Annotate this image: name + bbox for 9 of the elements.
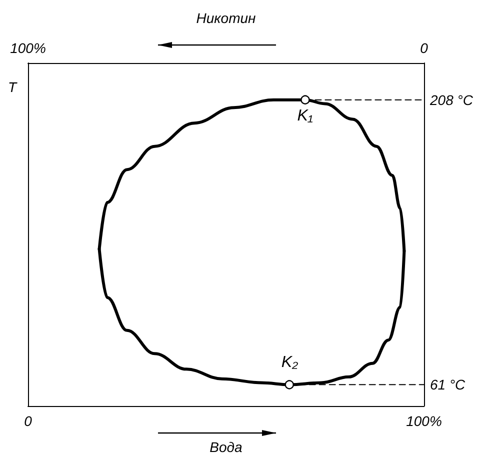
annotation: K₂ [281, 354, 298, 372]
x2-axis-title: Никотин [196, 10, 256, 26]
y-axis-title: T [8, 79, 18, 95]
y-tick-label: 208 °C [429, 92, 474, 108]
x-axis-title: Вода [210, 439, 243, 455]
x2-tick-label: 100% [10, 40, 46, 56]
x2-tick-label: 0 [420, 40, 428, 56]
y-tick-label: 61 °C [430, 376, 466, 393]
annotation: K₁ [297, 107, 313, 124]
